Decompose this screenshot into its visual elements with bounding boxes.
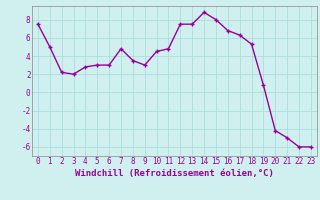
X-axis label: Windchill (Refroidissement éolien,°C): Windchill (Refroidissement éolien,°C) <box>75 169 274 178</box>
